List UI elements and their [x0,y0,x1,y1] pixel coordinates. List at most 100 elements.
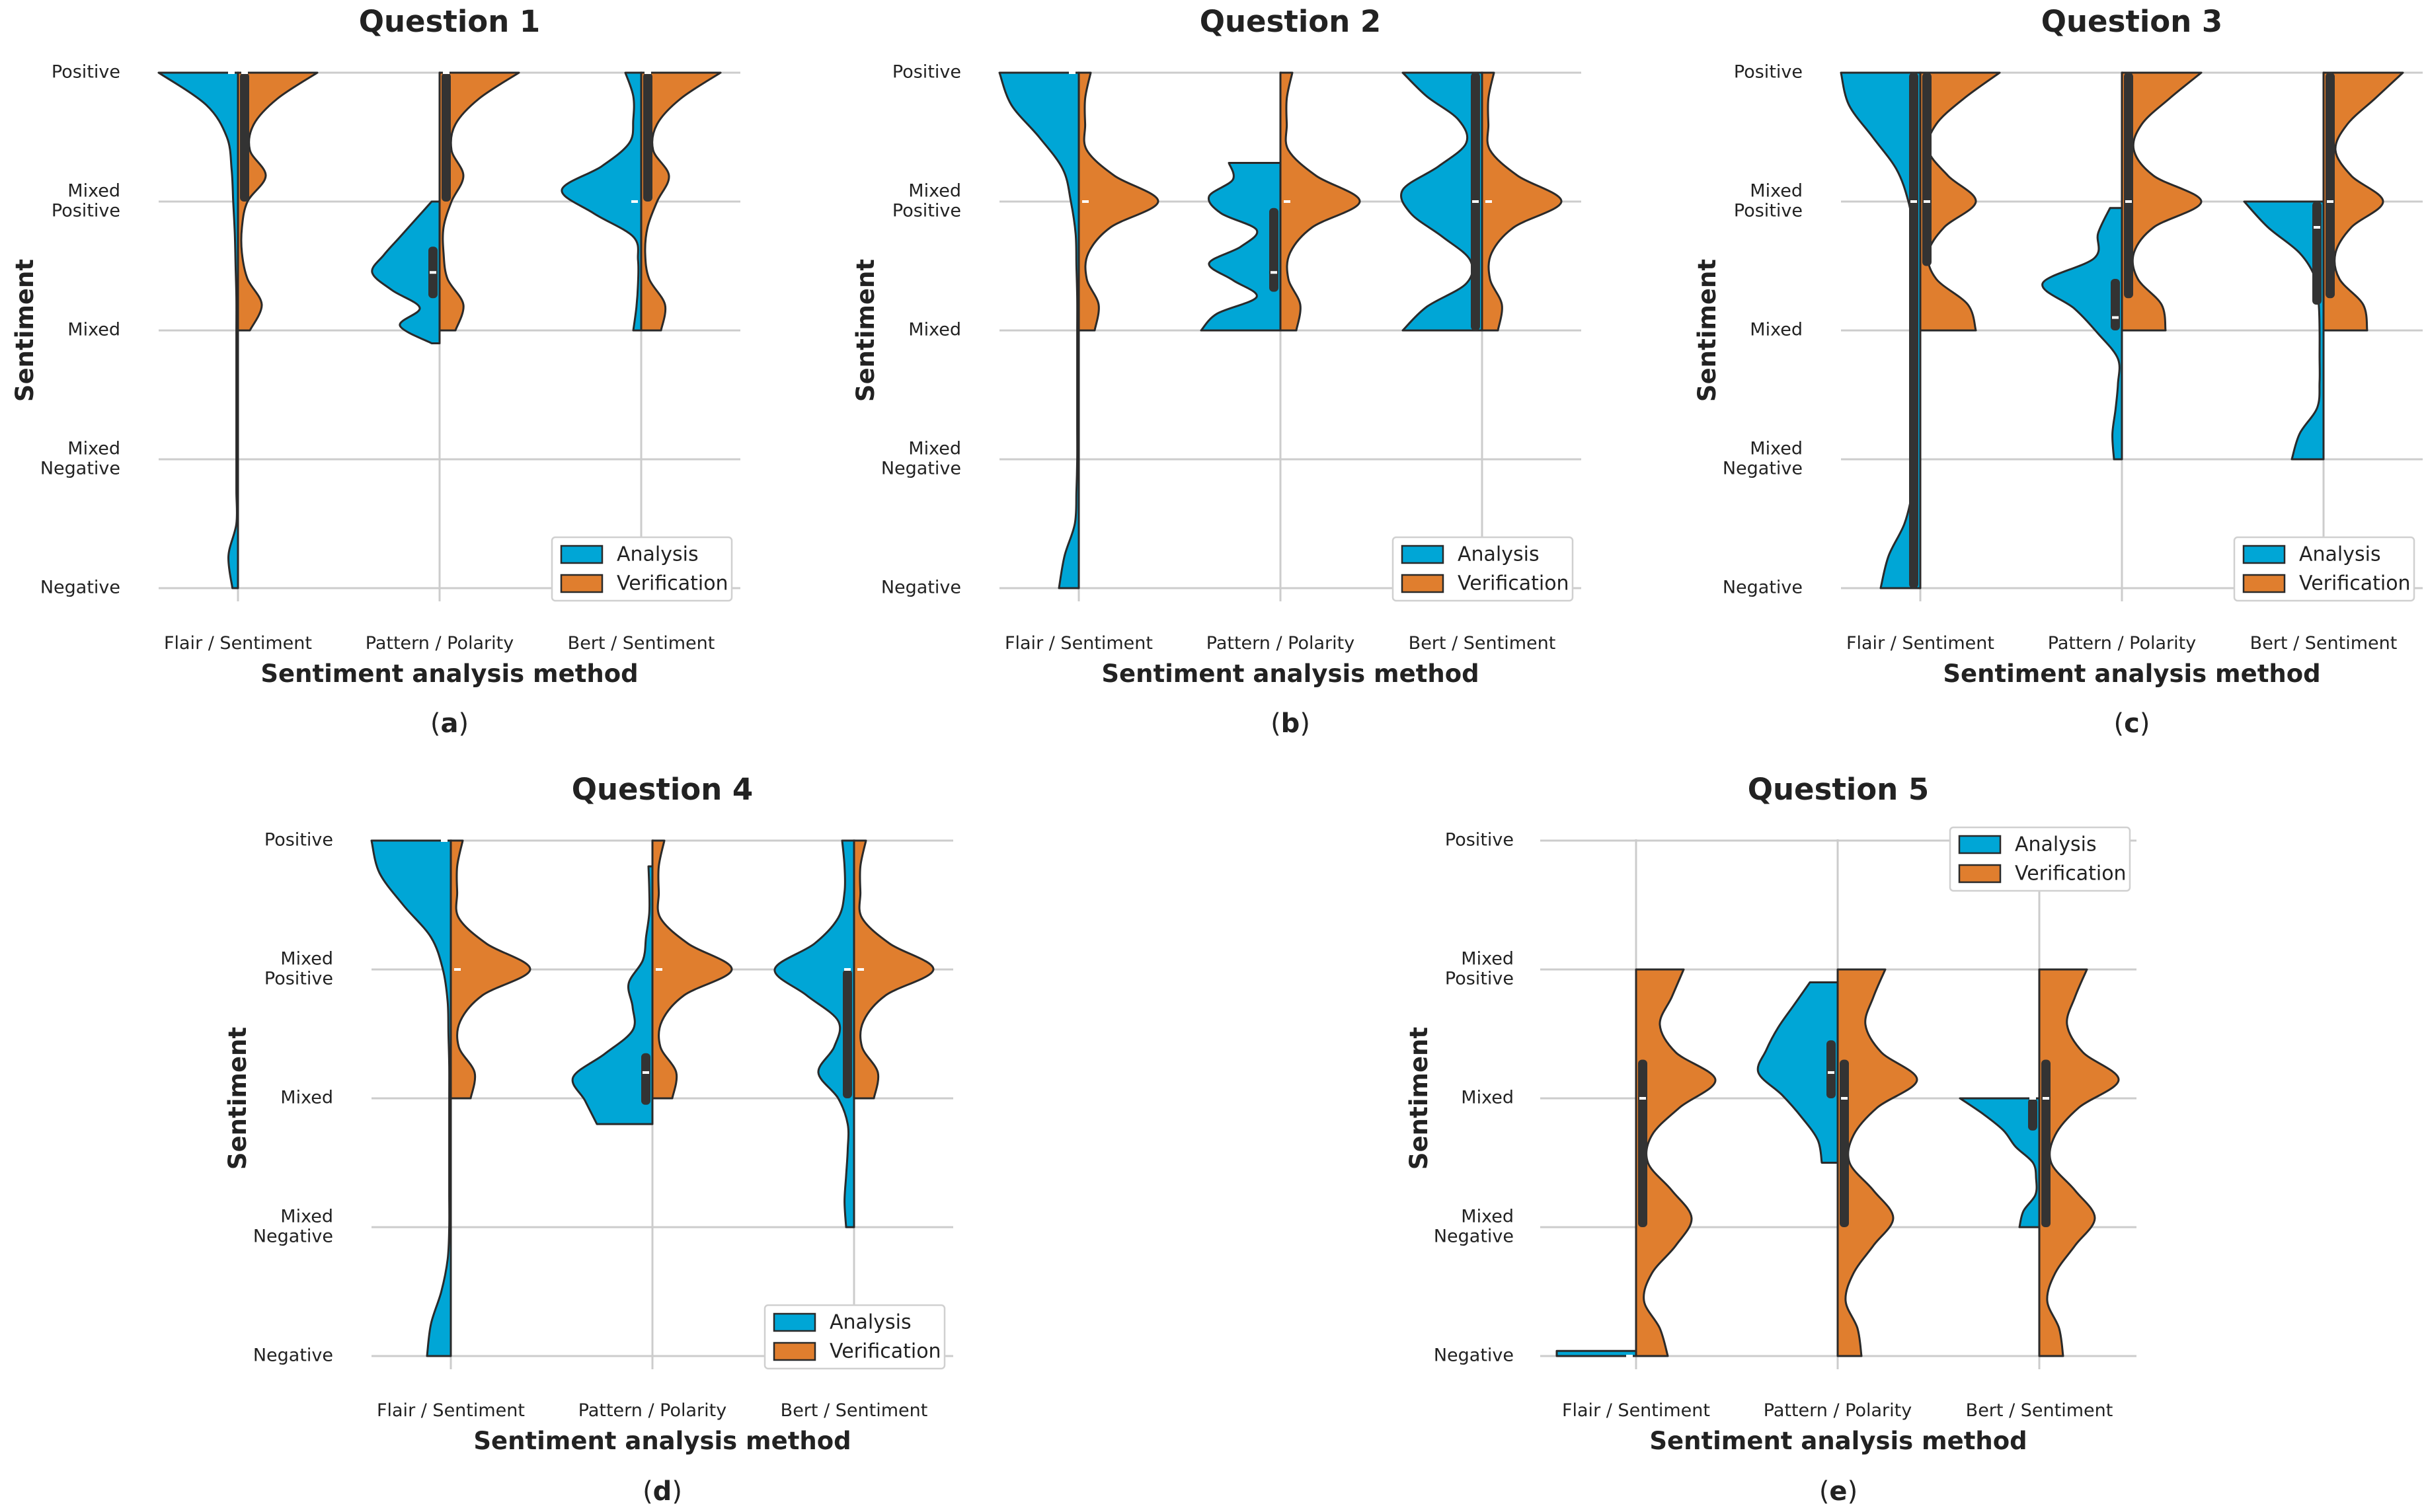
iqr-box-analysis [1909,73,1918,588]
iqr-box-analysis [641,1053,650,1105]
y-tick-label-line: Mixed [280,1207,333,1227]
violin-analysis-2 [371,200,441,344]
violin-analysis-1 [157,71,239,589]
legend-swatch-analysis [1401,545,1444,564]
y-tick-label-line: Positive [892,201,961,221]
violin-verification-3 [2322,71,2404,332]
legend-label-verification: Verification [830,1340,941,1363]
x-tick-label: Bert / Sentiment [2250,633,2398,654]
y-axis-label: Sentiment [851,259,880,402]
y-tick-label-line: Mixed [67,181,120,202]
y-axis-label: Sentiment [1405,1027,1433,1170]
legend-label-verification: Verification [1458,572,1569,595]
legend-label-analysis: Analysis [2015,833,2097,856]
violin-verification-3 [1481,71,1563,332]
y-tick-label: Mixed [67,320,120,340]
y-tick-label: Positive [892,62,961,83]
y-tick-label: Positive [1734,62,1803,83]
violin-analysis-3 [773,839,855,1228]
x-tick-label: Flair / Sentiment [1005,633,1153,654]
y-tick-label-line: Positive [264,969,333,989]
violin-analysis-2 [1200,162,1282,332]
y-tick-label: Negative [40,578,120,598]
legend-label-analysis: Analysis [1458,543,1540,566]
iqr-box-verification [2326,73,2335,299]
y-tick-label-line: Positive [1445,969,1514,989]
y-tick-label: Mixed [1750,320,1803,340]
violin-analysis-2 [2041,207,2123,461]
y-axis-label: Sentiment [223,1027,252,1170]
panel-label-close: ) [672,1476,682,1507]
violin-analysis-3 [1959,1097,2041,1228]
y-tick-label-line: Mixed [1750,181,1803,202]
legend-swatch-analysis [2242,545,2286,564]
y-tick-label: Mixed Negative [881,439,961,479]
x-tick-label: Flair / Sentiment [1562,1400,1710,1421]
panel-label-letter: e [1829,1476,1847,1507]
iqr-box-verification [1638,1059,1647,1227]
y-tick-label: Mixed Positive [1445,949,1514,989]
panel-label: (e) [1819,1476,1858,1507]
chart-title: Question 1 [359,4,540,39]
violin-verification-1 [1077,71,1159,332]
panel-label-open: ( [1271,708,1281,739]
y-tick-label: Negative [1723,578,1803,598]
x-axis-label: Sentiment analysis method [1101,660,1479,688]
iqr-box-verification [2041,1059,2051,1227]
iqr-box-verification [1840,1059,1849,1227]
y-tick-label: Mixed [280,1088,333,1108]
y-tick-label-line: Negative [1723,459,1803,479]
x-tick-label: Bert / Sentiment [1409,633,1556,654]
x-tick-label: Pattern / Polarity [1764,1400,1912,1421]
panel-label: (b) [1271,708,1310,739]
panel-label-open: ( [1819,1476,1830,1507]
x-tick-label: Pattern / Polarity [2048,633,2196,654]
y-tick-label-line: Mixed [1750,439,1803,459]
x-tick-label: Pattern / Polarity [1206,633,1354,654]
y-axis-label: Sentiment [11,259,39,402]
iqr-box-verification [240,73,249,202]
panel-label-close: ) [2140,708,2150,739]
panel-label-close: ) [1848,1476,1858,1507]
violin-analysis-1 [1555,1349,1637,1357]
x-tick-label: Flair / Sentiment [377,1400,525,1421]
y-tick-label-line: Negative [881,459,961,479]
y-tick-label-line: Negative [40,459,120,479]
violin-verification-2 [2121,71,2203,332]
iqr-box-verification [1922,73,1932,266]
violin-analysis-1 [370,839,452,1357]
violin-verification-2 [651,839,733,1100]
violin-verification-2 [1279,71,1361,332]
chart-title: Question 3 [2041,4,2222,39]
y-tick-label-line: Positive [1734,201,1803,221]
legend: Analysis Verification [1949,826,2131,892]
legend-label-verification: Verification [617,572,728,595]
legend-swatch-verification [773,1342,816,1361]
y-tick-label-line: Mixed [1461,949,1514,969]
x-tick-label: Pattern / Polarity [366,633,514,654]
x-tick-label: Bert / Sentiment [1966,1400,2113,1421]
panel-label-open: ( [643,1476,653,1507]
y-tick-label-line: Mixed [67,439,120,459]
panel-label-letter: d [653,1476,672,1507]
y-tick-label: Mixed Negative [1434,1207,1514,1247]
iqr-box-analysis [2111,279,2120,330]
panel-label-open: ( [430,708,441,739]
legend: Analysis Verification [1391,536,1574,602]
x-tick-label: Flair / Sentiment [1846,633,1994,654]
legend-label-analysis: Analysis [617,543,699,566]
violin-analysis-2 [1756,981,1839,1164]
y-tick-label: Mixed [1461,1088,1514,1108]
y-tick-label: Mixed [908,320,961,340]
x-axis-label: Sentiment analysis method [1649,1427,2027,1455]
x-tick-label: Bert / Sentiment [781,1400,928,1421]
y-tick-label: Mixed Negative [1723,439,1803,479]
y-tick-label-line: Negative [253,1227,333,1247]
iqr-box-analysis [1826,1040,1836,1098]
panel-label-close: ) [1300,708,1310,739]
panel-label: (c) [2114,708,2150,739]
